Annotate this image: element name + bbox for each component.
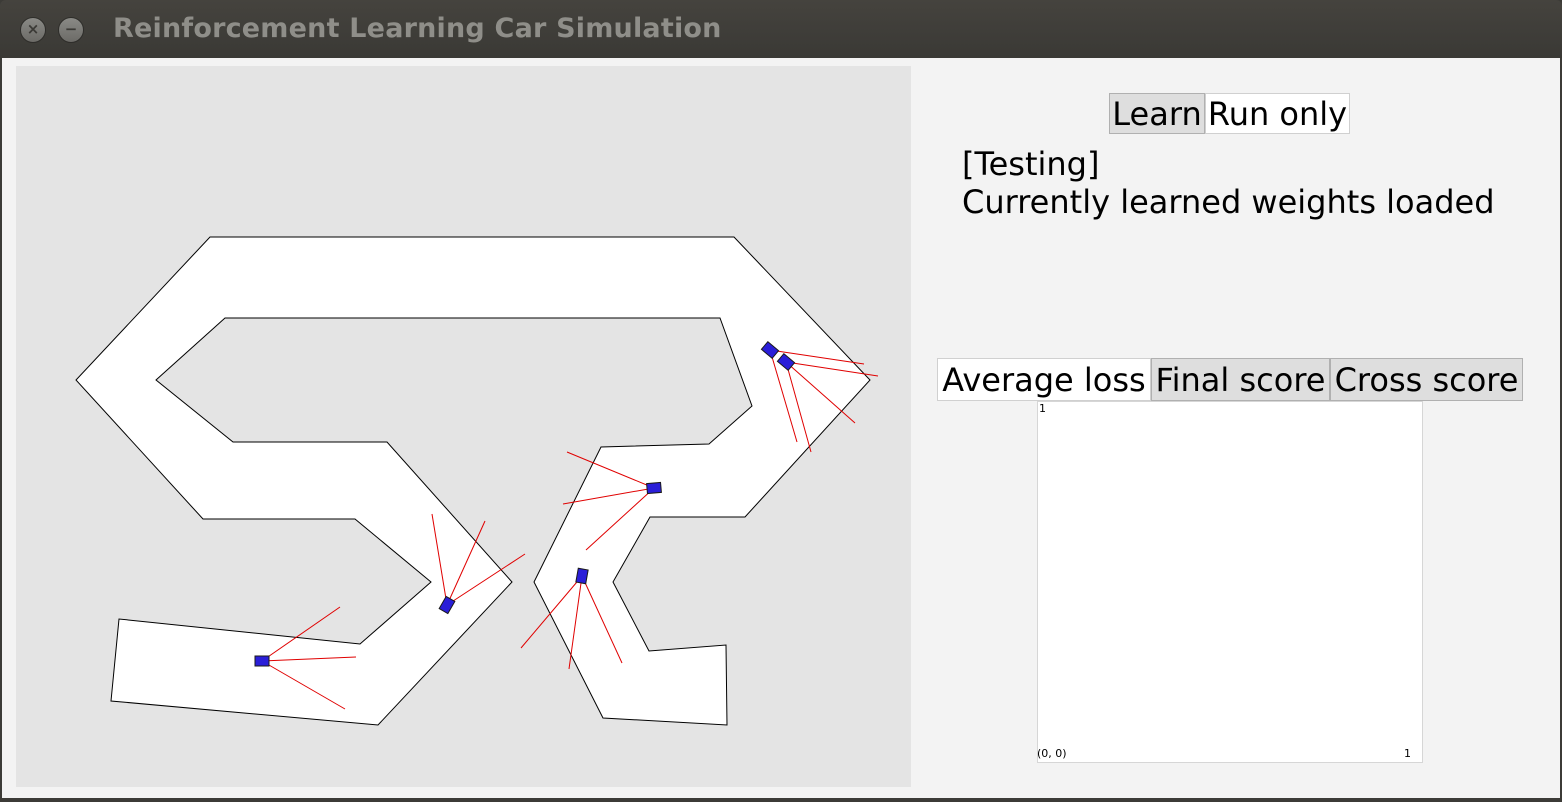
close-icon[interactable]: × (20, 17, 46, 43)
simulation-canvas[interactable] (16, 66, 911, 787)
run-only-button[interactable]: Run only (1205, 93, 1350, 134)
status-mode-text: [Testing] (962, 145, 1100, 183)
car (760, 340, 780, 360)
minimize-icon[interactable]: − (58, 17, 84, 43)
learn-button[interactable]: Learn (1109, 93, 1205, 134)
car (575, 567, 589, 585)
sensor-rays (261, 349, 879, 710)
title-bar: × − Reinforcement Learning Car Simulatio… (0, 0, 1562, 58)
tab-final-score[interactable]: Final score (1151, 358, 1330, 401)
race-track (75, 236, 871, 726)
car (646, 481, 662, 495)
plot-y-max-label: 1 (1039, 402, 1046, 415)
plot-area: 1 (0, 0) 1 (1037, 401, 1423, 763)
car (254, 655, 270, 667)
car (776, 352, 796, 372)
tab-cross-score[interactable]: Cross score (1330, 358, 1523, 401)
window-title: Reinforcement Learning Car Simulation (113, 13, 722, 44)
car (438, 595, 456, 615)
plot-x-max-label: 1 (1404, 747, 1411, 760)
track-svg (75, 236, 879, 726)
plot-origin-label: (0, 0) (1037, 747, 1067, 760)
status-message-text: Currently learned weights loaded (962, 183, 1495, 221)
tab-average-loss[interactable]: Average loss (937, 358, 1151, 401)
